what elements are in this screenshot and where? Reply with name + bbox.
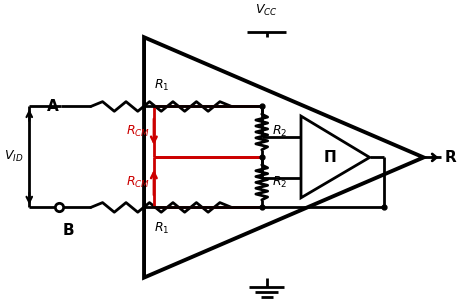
Text: $R_2$: $R_2$ [272,125,287,139]
Text: R: R [444,150,456,165]
Text: $R_1$: $R_1$ [153,78,169,93]
Text: $R_1$: $R_1$ [153,221,169,236]
Text: $V_{ID}$: $V_{ID}$ [4,149,23,165]
Text: $R_{CM}$: $R_{CM}$ [126,175,150,190]
Text: $R_2$: $R_2$ [272,175,287,190]
Text: B: B [62,223,74,238]
Text: $V_{CC}$: $V_{CC}$ [255,3,278,18]
Text: $R_{CM}$: $R_{CM}$ [126,125,150,139]
Text: A: A [47,99,59,114]
Text: Π: Π [324,150,337,165]
